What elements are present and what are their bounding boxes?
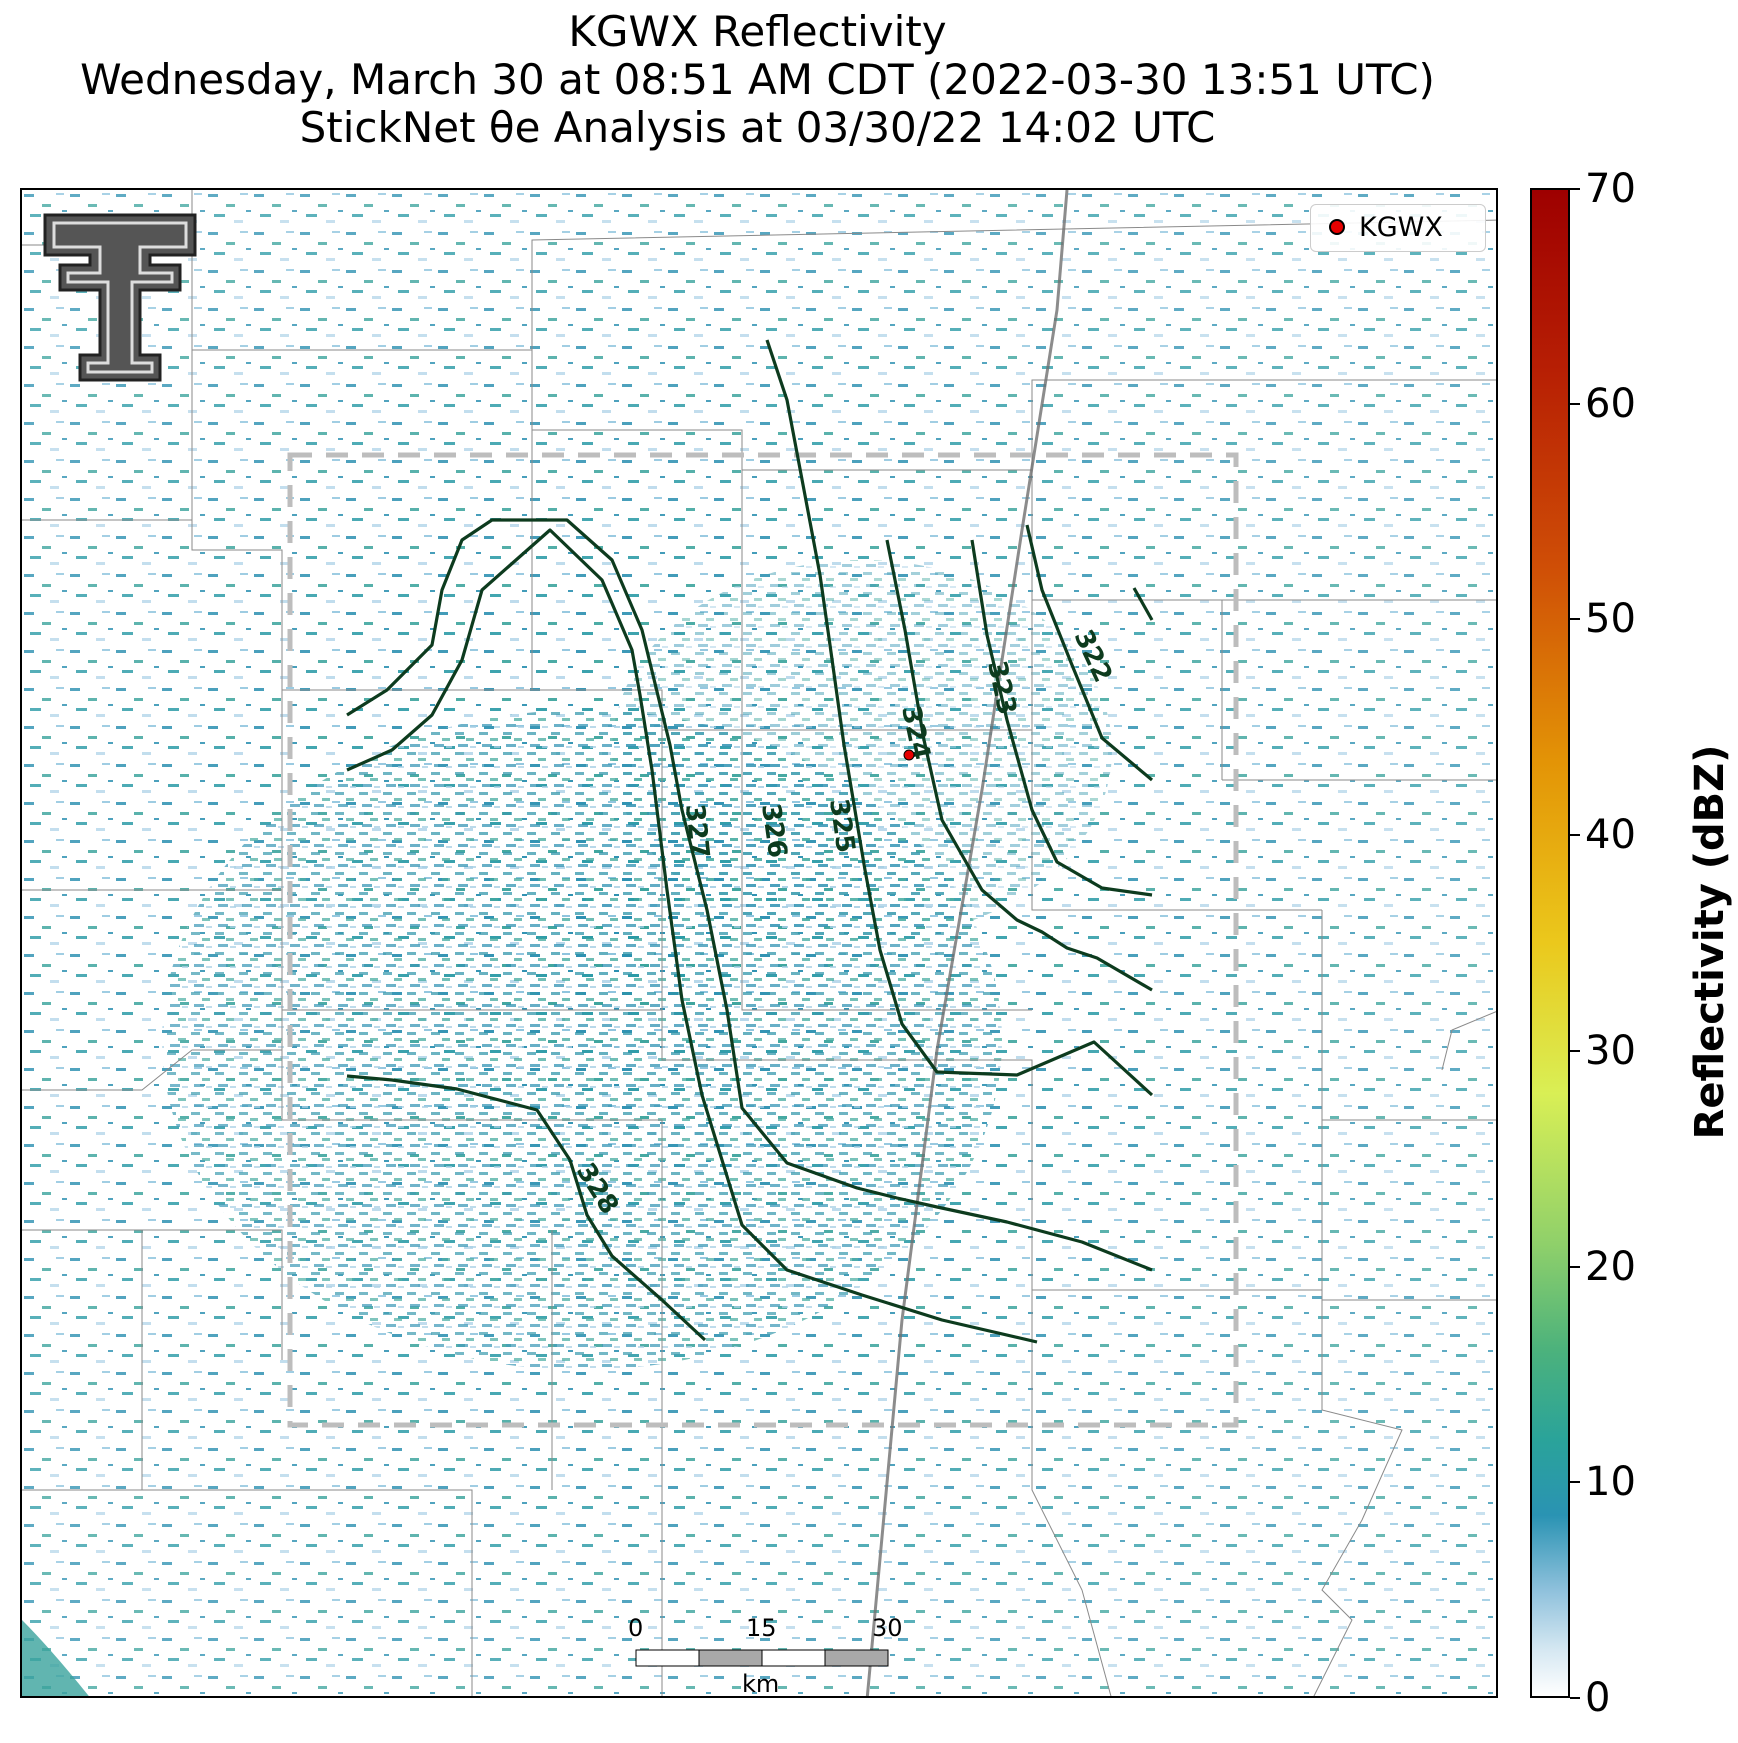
colorbar-title: Reflectivity (dBZ): [1687, 744, 1733, 1140]
map-title: KGWX Reflectivity Wednesday, March 30 at…: [0, 8, 1515, 152]
title-line-3: StickNet θe Analysis at 03/30/22 14:02 U…: [299, 103, 1216, 152]
theta-e-contours: [346, 339, 1154, 1344]
radar-map-canvas: 322 323 324 325 326 327 328: [22, 190, 1496, 1696]
map-legend: KGWX: [1310, 204, 1486, 252]
scale-tick-15: 15: [746, 1614, 777, 1642]
colorbar-tick-50: 50: [1585, 596, 1636, 642]
colorbar-tick-30: 30: [1585, 1028, 1636, 1074]
legend-label: KGWX: [1359, 212, 1443, 243]
colorbar-tick-10: 10: [1585, 1459, 1636, 1505]
contour-label-327: 327: [679, 803, 715, 860]
double-t-logo: [43, 213, 197, 382]
title-line-2: Wednesday, March 30 at 08:51 AM CDT (202…: [80, 55, 1435, 104]
scale-bar: [635, 1649, 889, 1667]
radar-map[interactable]: 322 323 324 325 326 327 328 0 15 30 km: [20, 188, 1498, 1698]
title-line-1: KGWX Reflectivity: [568, 7, 947, 56]
radar-legend-marker: [1329, 219, 1345, 235]
colorbar-tick-60: 60: [1585, 381, 1636, 427]
scale-tick-30: 30: [872, 1614, 903, 1642]
university-logo: [40, 205, 200, 399]
reflectivity-colorbar: [1530, 188, 1570, 1698]
colorbar-tick-70: 70: [1585, 166, 1636, 212]
analysis-domain-box: [287, 452, 1239, 1428]
scale-tick-0: 0: [628, 1614, 644, 1642]
highway-line: [865, 190, 1069, 1696]
colorbar-tick-0: 0: [1585, 1675, 1611, 1721]
colorbar-tick-20: 20: [1585, 1244, 1636, 1290]
scale-unit: km: [742, 1670, 780, 1698]
contour-label-326: 326: [755, 802, 792, 860]
contour-label-325: 325: [823, 797, 860, 855]
radar-site-marker: [903, 749, 915, 761]
colorbar-tick-40: 40: [1585, 812, 1636, 858]
